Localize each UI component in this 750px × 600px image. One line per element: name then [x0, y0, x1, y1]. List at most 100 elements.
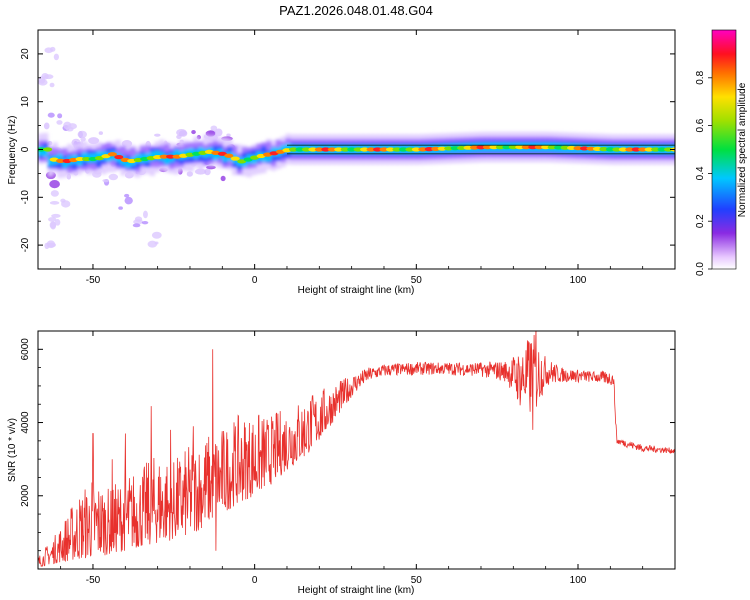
bottom-x-ticks: -50 0 50 100	[60, 331, 676, 586]
halo-segment	[96, 153, 102, 168]
ridge-core-segment	[651, 147, 661, 152]
bottom-x-tick-label: -50	[86, 575, 101, 586]
bottom-y-axis-label: SNR (10 * v/v)	[7, 418, 18, 482]
bottom-y-tick-label: 4000	[20, 411, 31, 434]
ridge-core-segment	[314, 147, 324, 152]
scatter-blob	[49, 82, 55, 88]
noise-blob	[204, 168, 211, 176]
halo-segment	[47, 156, 54, 166]
ridge-core-segment	[334, 147, 344, 152]
ridge-core-segment	[437, 146, 447, 151]
ridge-core-segment	[101, 154, 111, 159]
colorbar: 0.0 0.2 0.4 0.6 0.8 Normalized spectral ampl…	[695, 29, 748, 276]
top-x-ticks: -50 0 50 100	[60, 30, 676, 286]
ridge-core-segment	[81, 156, 92, 162]
halo-segment	[81, 152, 88, 161]
ridge-core-segment	[56, 158, 66, 163]
halo-segment	[261, 146, 267, 160]
snr-series-line	[38, 331, 675, 568]
colorbar-ticks: 0.0 0.2 0.4 0.6 0.8	[695, 70, 712, 276]
noise-blob	[176, 129, 187, 137]
scatter-blob	[118, 206, 123, 210]
scatter-blob	[66, 126, 74, 132]
scatter-blob	[50, 190, 59, 197]
scatter-blob	[56, 120, 63, 125]
ridge-core-segment	[657, 147, 667, 152]
top-x-tick-label: 100	[570, 275, 587, 286]
ridge-core-segment	[353, 147, 363, 152]
ridge-core-segment	[463, 145, 473, 150]
ridge-core-segment	[534, 145, 544, 150]
ridge-core-segment	[392, 147, 402, 152]
chart-title: PAZ1.2026.048.01.48.G04	[279, 3, 433, 18]
ridge-core-segment	[295, 147, 305, 152]
ridge-core-segment	[612, 147, 622, 152]
ridge-core-segment	[340, 147, 350, 152]
ridge-core-segment	[457, 145, 467, 151]
halo-segment	[265, 152, 272, 162]
noise-blob	[98, 131, 103, 135]
ridge-core-segment	[243, 157, 253, 162]
scatter-blob	[49, 46, 56, 52]
colorbar-gradient	[712, 30, 736, 269]
bottom-x-tick-label: 50	[411, 575, 423, 586]
ridge-core-segment	[618, 147, 628, 152]
ridge-core-segment	[579, 146, 589, 151]
ridge-core-segment	[360, 147, 370, 152]
ridge-core-segment	[385, 147, 395, 152]
halo-segment	[125, 159, 131, 168]
colorbar-frame	[711, 29, 737, 270]
ridge-core-segment	[114, 155, 124, 160]
ridge-core-segment	[625, 147, 635, 152]
bottom-y-ticks: 2000 4000 6000	[20, 330, 675, 552]
bottom-x-tick-label: 0	[252, 575, 258, 586]
ridge-core-segment	[638, 147, 648, 152]
noise-blob	[49, 180, 60, 189]
scatter-blob	[147, 240, 158, 248]
scatter-blob	[210, 125, 218, 131]
ridge-core-segment	[631, 147, 641, 152]
snr-panel: -50 0 50 100 2000 4000 6000 Height of straigh…	[7, 330, 676, 596]
scatter-blob	[61, 200, 71, 208]
ridge-core-segment	[560, 145, 570, 150]
noise-blob	[43, 122, 50, 130]
colorbar-label: Normalized spectral amplitude	[737, 82, 748, 217]
ridge-core-segment	[515, 145, 525, 150]
ridge-core-segment	[528, 145, 538, 150]
scatter-blob	[50, 221, 57, 230]
noise-blob	[66, 173, 72, 180]
noise-blob	[226, 133, 231, 138]
halo-segment	[173, 149, 180, 159]
ridge-core-segment	[476, 145, 486, 150]
top-y-tick-label: -20	[20, 237, 31, 252]
scatter-blob	[151, 231, 162, 239]
ridge-core-segment	[398, 147, 408, 152]
ridge-core-segment	[541, 145, 551, 150]
halo-segment	[222, 152, 228, 162]
scatter-blob	[49, 201, 60, 205]
top-y-tick-label: 10	[20, 96, 31, 108]
ridge-halo	[38, 131, 675, 179]
scatter-blob	[38, 79, 48, 86]
ridge-core-segment	[217, 151, 227, 156]
top-x-tick-label: 50	[411, 275, 423, 286]
ridge-core-segment	[508, 145, 518, 150]
bottom-x-axis-label: Height of straight line (km)	[298, 585, 415, 596]
ridge-core-segment	[547, 145, 557, 150]
top-x-axis-label: Height of straight line (km)	[298, 285, 415, 296]
ridge-core-segment	[237, 159, 247, 164]
scatter-blob	[142, 210, 148, 219]
noise-blob	[154, 133, 161, 137]
ridge-core-segment	[366, 147, 376, 152]
ridge-core-segment	[450, 146, 460, 151]
bottom-y-tick-label: 6000	[20, 338, 31, 361]
halo-segment	[57, 153, 63, 163]
ridge-core-segment	[567, 145, 577, 151]
scatter-blob	[53, 53, 60, 61]
scatter-blob	[41, 72, 49, 80]
top-x-tick-label: -50	[86, 275, 101, 286]
ridge-core-segment	[321, 147, 331, 152]
ridge-core-segment	[159, 154, 169, 159]
noise-blob	[191, 130, 196, 135]
ridge-core-segment	[107, 152, 117, 157]
